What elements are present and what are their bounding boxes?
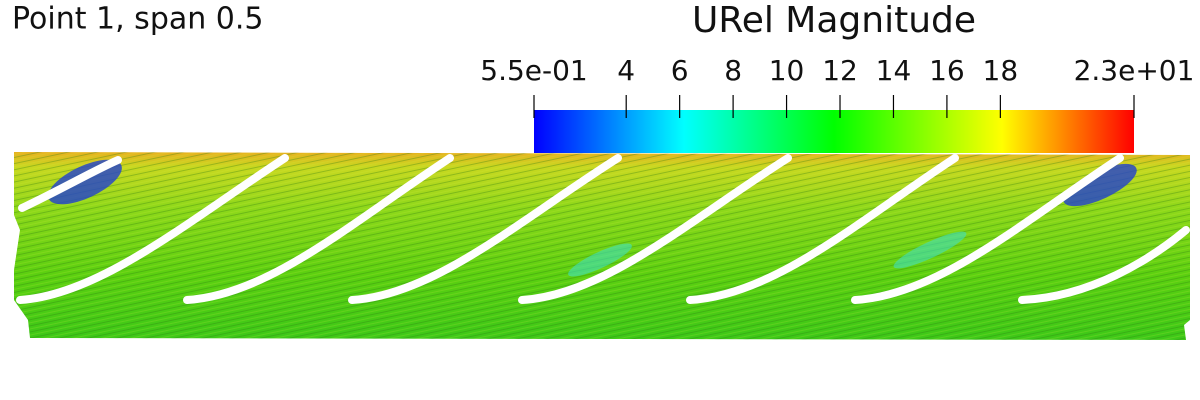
tick-label: 2.3e+01 [1074,54,1195,87]
colorbar-title: URel Magnitude [692,0,976,41]
blades [16,154,1190,304]
view-label: Point 1, span 0.5 [12,2,264,37]
tick-label: 16 [929,54,965,87]
tick-label: 8 [724,54,742,87]
tick-label: 4 [617,54,635,87]
tick-label: 14 [876,54,912,87]
tick-label: 5.5e-01 [480,54,588,87]
tick-label: 6 [671,54,689,87]
tick-label: 10 [769,54,805,87]
tick-label: 12 [822,54,858,87]
colorbar [534,110,1134,153]
tick-label: 18 [983,54,1019,87]
colorbar-ticks: 5.5e-01 4 6 8 10 12 14 16 18 2.3e+01 [480,54,1194,118]
flow-field [14,152,1190,340]
